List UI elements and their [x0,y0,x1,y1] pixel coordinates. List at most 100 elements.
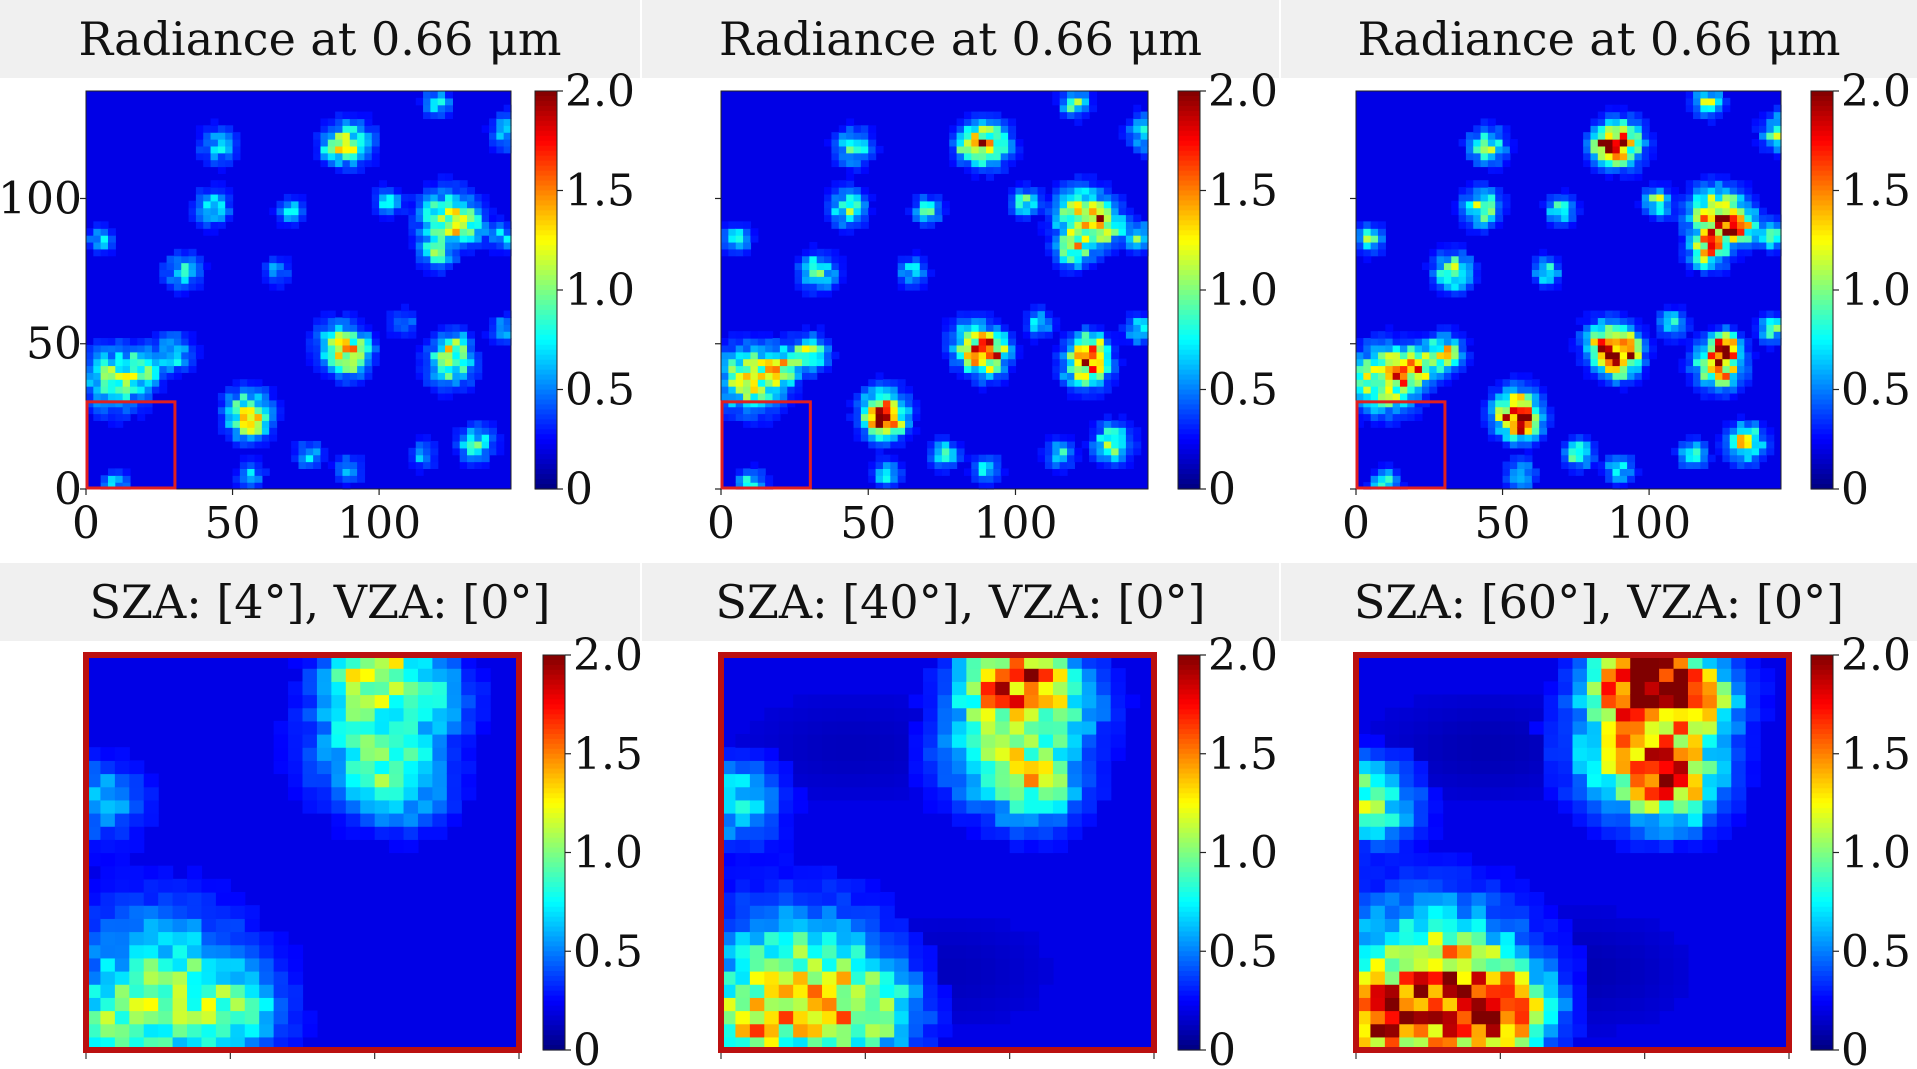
heatmap-cell [743,413,752,421]
heatmap-cell [1751,434,1760,442]
heatmap-cell [489,145,497,154]
heatmap-cell [1773,317,1782,325]
heatmap-cell [1597,365,1606,373]
heatmap-cell [1118,440,1127,449]
colorbar-segment [1178,906,1200,913]
heatmap-cell [894,984,910,998]
heatmap-cell [836,984,852,998]
heatmap-cell [327,365,336,373]
heatmap-cell [1612,358,1621,367]
heatmap-cell [787,365,796,373]
heatmap-cell [1583,338,1592,346]
heatmap-cell [1495,386,1504,394]
heatmap-cell [459,331,468,339]
heatmap-cell [986,145,994,154]
heatmap-cell [1067,331,1075,339]
heatmap-cell [1722,434,1731,442]
heatmap-cell [1443,283,1452,291]
heatmap-cell [749,760,765,775]
heatmap-cell [807,865,823,880]
heatmap-cell [1715,248,1723,257]
heatmap-cell [1590,139,1599,147]
heatmap-cell [244,984,260,998]
colorbar-segment [1811,414,1833,420]
heatmap-cell [1612,372,1621,380]
heatmap-cell [467,228,475,236]
heatmap-cell [1377,221,1386,229]
heatmap-cell [181,255,190,264]
heatmap-cell [1363,338,1372,346]
heatmap-cell [1678,440,1687,449]
heatmap-cell [291,207,300,216]
heatmap-cell [445,180,453,188]
colorbar-segment [1811,399,1833,406]
heatmap-cell [1485,984,1501,998]
heatmap-cell [1363,386,1372,394]
heatmap-cell [1663,193,1672,202]
colorbar-segment [1178,788,1200,794]
heatmap-cell [794,283,803,291]
heatmap-cell [107,475,116,483]
colorbar-segment [1811,389,1833,396]
heatmap-cell [995,971,1011,985]
heatmap-cell [1399,892,1415,906]
heatmap-cell [313,152,322,161]
heatmap-cell [389,734,405,748]
heatmap-cell [432,720,448,735]
heatmap-cell [971,351,980,360]
heatmap-cell [905,269,914,277]
heatmap-cell [1457,944,1473,959]
heatmap-cell [853,193,862,202]
heatmap-cell [1766,139,1775,147]
heatmap-cell [276,255,285,264]
heatmap-cell [728,228,737,236]
heatmap-cell [1737,413,1745,421]
heatmap-cell [129,931,145,946]
heatmap-cell [1052,826,1068,840]
heatmap-cell [144,351,153,360]
heatmap-cell [1495,200,1504,209]
heatmap-cell [1473,269,1482,277]
colorbar-segment [535,240,557,246]
heatmap-cell [1597,344,1606,353]
heatmap-cell [1517,420,1526,428]
heatmap-cell [1074,214,1083,222]
heatmap-cell [403,813,419,827]
heatmap-cell [100,399,109,408]
heatmap-cell [1038,694,1054,709]
heatmap-cell [1000,118,1009,126]
heatmap-cell [993,145,1002,154]
heatmap-cell [1009,668,1025,682]
heatmap-cell [860,413,869,421]
heatmap-cell [865,786,881,801]
heatmap-cell [302,747,318,761]
heatmap-cell [1751,125,1760,133]
heatmap-cell [481,221,490,229]
heatmap-cell [1495,413,1504,421]
heatmap-cell [1722,344,1731,353]
heatmap-cell [860,193,869,202]
heatmap-cell [335,372,344,380]
heatmap-cell [1744,248,1753,257]
heatmap-cell [971,372,980,380]
heatmap-cell [850,905,866,919]
heatmap-cell [1612,379,1621,387]
heatmap-cell [417,747,433,761]
colorbar-segment [1811,290,1833,296]
heatmap-cell [937,720,953,735]
heatmap-cell [1502,440,1511,449]
heatmap-cell [239,427,248,435]
heatmap-cell [445,351,453,360]
heatmap-cell [875,413,884,421]
heatmap-cell [836,1010,852,1025]
heatmap-cell [305,338,314,346]
heatmap-cell [912,406,921,415]
heatmap-cell [1133,139,1142,147]
heatmap-cell [313,331,322,339]
heatmap-cell [1059,235,1068,243]
heatmap-cell [1700,372,1709,380]
heatmap-cell [1356,248,1364,257]
heatmap-cell [1612,468,1621,476]
heatmap-cell [349,338,358,346]
heatmap-cell [232,139,241,147]
